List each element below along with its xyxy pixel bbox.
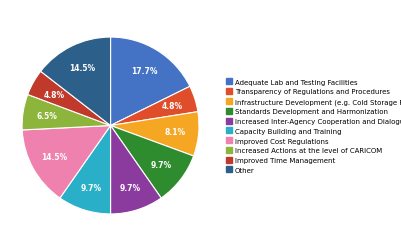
Wedge shape <box>41 38 110 126</box>
Text: 9.7%: 9.7% <box>119 183 140 192</box>
Wedge shape <box>28 72 110 126</box>
Legend: Adequate Lab and Testing Facilities, Transparency of Regulations and Procedures,: Adequate Lab and Testing Facilities, Tra… <box>224 78 401 174</box>
Wedge shape <box>22 126 110 198</box>
Text: 9.7%: 9.7% <box>81 183 101 192</box>
Text: 14.5%: 14.5% <box>41 153 67 162</box>
Wedge shape <box>110 38 189 126</box>
Wedge shape <box>110 87 197 126</box>
Text: 4.8%: 4.8% <box>161 102 182 111</box>
Text: 6.5%: 6.5% <box>36 112 57 121</box>
Wedge shape <box>110 112 198 156</box>
Text: 14.5%: 14.5% <box>69 64 95 73</box>
Wedge shape <box>60 126 110 214</box>
Text: 8.1%: 8.1% <box>164 128 185 137</box>
Wedge shape <box>110 126 193 198</box>
Text: 4.8%: 4.8% <box>43 90 65 99</box>
Wedge shape <box>22 95 110 131</box>
Wedge shape <box>110 126 161 214</box>
Text: 9.7%: 9.7% <box>151 161 172 170</box>
Text: 17.7%: 17.7% <box>131 67 158 76</box>
